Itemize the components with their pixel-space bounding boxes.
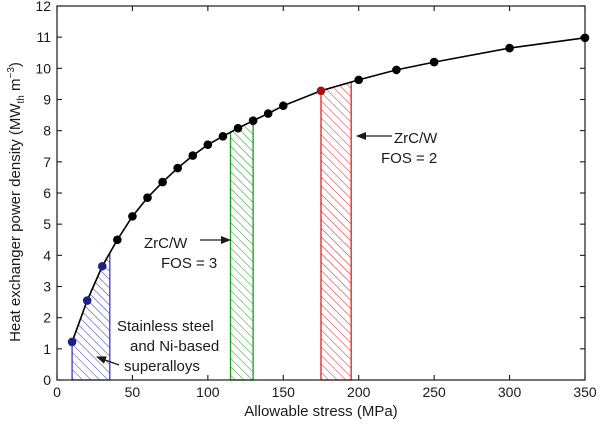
annotation-zrcw-fos2: ZrC/W FOS = 2: [356, 130, 438, 167]
annotation-zrcw-fos3: ZrC/W FOS = 3: [144, 235, 231, 272]
annotation-fos2-line1: ZrC/W: [394, 130, 438, 147]
annotation-fos3-line1: ZrC/W: [144, 235, 188, 252]
y-tick-label: 6: [43, 185, 51, 201]
data-point: [392, 65, 401, 75]
x-tick-label: 50: [125, 384, 141, 400]
y-axis-title-sup: −3: [6, 67, 17, 79]
annotation-fos2-line2: FOS = 2: [381, 150, 437, 167]
y-tick-label: 12: [35, 0, 51, 14]
data-point: [173, 163, 182, 173]
data-point: [580, 33, 590, 43]
data-point: [67, 337, 77, 347]
x-tick-label: 150: [272, 384, 296, 400]
y-tick-label: 7: [43, 154, 51, 170]
data-point: [203, 140, 213, 149]
y-tick-label: 11: [36, 29, 51, 45]
region-fill-zrcw-fos2: [320, 81, 352, 381]
data-point: [128, 212, 137, 221]
arrow-steel: [96, 356, 120, 366]
x-tick-label: 350: [573, 384, 597, 400]
region-fill-zrcw-fos3: [229, 119, 254, 381]
y-tick-label: 10: [35, 60, 51, 76]
region-fill-stainless-steel: [71, 250, 111, 381]
y-tick-label: 9: [43, 92, 51, 108]
data-point: [354, 75, 364, 85]
data-point: [263, 109, 273, 118]
annotation-stainless-steel: Stainless steel and Ni-based superalloys: [96, 318, 219, 375]
data-point: [97, 261, 107, 271]
annotation-steel-line3: superalloys: [124, 358, 200, 375]
region-zrcw-fos2: [320, 81, 352, 381]
data-point: [233, 123, 243, 133]
y-axis-title-main: Heat exchanger power density (MW: [7, 103, 24, 342]
annotation-steel-line1: Stainless steel: [117, 318, 214, 335]
annotation-steel-line2: and Ni-based: [130, 338, 219, 355]
y-axis-title-sub: th: [16, 95, 27, 103]
x-tick-label: 100: [196, 384, 220, 400]
hatched-regions: [71, 81, 352, 381]
y-tick-label: 4: [43, 247, 51, 263]
data-point: [158, 177, 167, 187]
y-axis-title: Heat exchanger power density (MWth m−3): [6, 62, 27, 342]
y-tick-label: 5: [43, 216, 51, 232]
data-point: [248, 116, 258, 125]
data-point: [429, 57, 439, 67]
data-point: [505, 43, 514, 53]
data-point: [113, 235, 122, 245]
y-tick-label: 2: [43, 310, 51, 326]
y-tick-label: 0: [43, 372, 51, 388]
region-stainless-steel: [71, 250, 111, 381]
x-tick-label: 200: [347, 384, 371, 400]
y-tick-label: 1: [43, 341, 51, 357]
data-point: [316, 86, 326, 96]
x-tick-label: 300: [498, 384, 522, 400]
x-axis-title: Allowable stress (MPa): [244, 403, 397, 420]
y-axis-title-end: ): [7, 62, 24, 67]
x-tick-label: 250: [422, 384, 446, 400]
data-point: [278, 101, 288, 111]
annotation-fos3-line2: FOS = 3: [161, 255, 217, 272]
data-point: [188, 151, 198, 160]
data-point: [218, 131, 228, 141]
data-point: [143, 193, 152, 202]
data-point: [82, 296, 92, 305]
y-tick-label: 8: [43, 123, 51, 139]
x-tick-label: 0: [53, 384, 61, 400]
region-zrcw-fos3: [229, 119, 254, 381]
data-series: [67, 33, 590, 347]
y-axis-title-mid: m: [7, 78, 24, 95]
y-tick-label: 3: [43, 279, 51, 295]
